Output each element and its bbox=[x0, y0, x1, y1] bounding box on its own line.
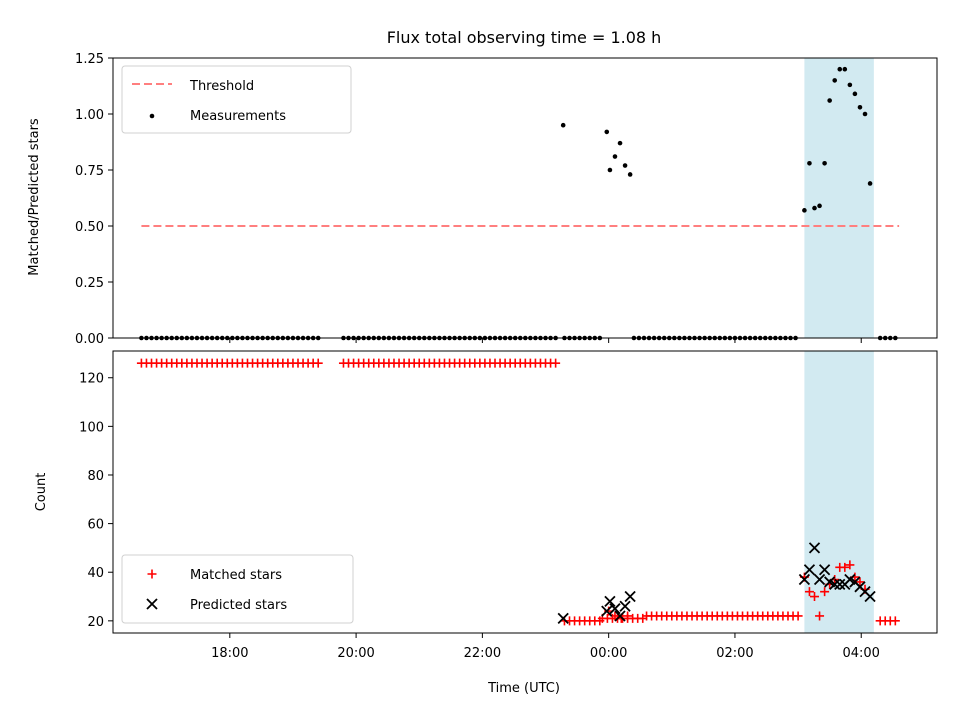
measurement-point bbox=[627, 172, 633, 177]
matched-point bbox=[610, 611, 620, 621]
matched-point bbox=[804, 587, 814, 597]
matched-point bbox=[820, 587, 830, 597]
plot-frame bbox=[112, 57, 938, 339]
measurement-point bbox=[817, 203, 822, 209]
measurement-point bbox=[607, 167, 613, 173]
legend-threshold-label: Threshold bbox=[189, 79, 254, 94]
panel-count: 20 40 60 80 100 120 18:00 20:00 22:00 00:00 02:00 0… bbox=[79, 350, 938, 661]
y-tick-label: 40 bbox=[87, 566, 104, 581]
predicted-point bbox=[619, 600, 631, 612]
measurement-point bbox=[812, 205, 817, 211]
matched-point bbox=[890, 616, 900, 626]
x-tick-label: 02:00 bbox=[716, 646, 753, 661]
predicted-point bbox=[834, 578, 846, 591]
measurement-point bbox=[822, 160, 827, 166]
measurement-point bbox=[832, 78, 838, 83]
measurement-point bbox=[852, 91, 858, 97]
x-tick-label: 00:00 bbox=[590, 646, 627, 661]
legend-matched-label: Matched stars bbox=[190, 568, 282, 583]
predicted-point bbox=[557, 612, 569, 625]
measurement-point bbox=[827, 98, 832, 103]
measurement-point bbox=[867, 181, 873, 186]
highlight-span bbox=[804, 58, 874, 338]
matched-point bbox=[840, 562, 850, 572]
y-axis-label-ratio: Matched/Predicted stars bbox=[27, 118, 42, 276]
predicted-point bbox=[798, 573, 811, 586]
legend-ratio: Threshold Measurements bbox=[121, 65, 352, 134]
legend-box bbox=[121, 65, 352, 134]
matched-point bbox=[551, 358, 561, 368]
x-axis-label: Time (UTC) bbox=[487, 681, 560, 696]
y-tick-label: 1.25 bbox=[75, 52, 104, 67]
y-tick-label: 1.00 bbox=[75, 108, 104, 123]
predicted-point bbox=[808, 542, 821, 554]
measurement-point bbox=[847, 82, 853, 88]
x-tick-label: 18:00 bbox=[211, 646, 248, 661]
measurement-point bbox=[862, 111, 868, 117]
matched-point bbox=[793, 611, 803, 621]
legend-predicted-swatch bbox=[146, 598, 158, 610]
y-tick-label: 120 bbox=[79, 372, 104, 387]
y-axis-label-count: Count bbox=[34, 473, 49, 512]
legend-measurement-label: Measurements bbox=[190, 109, 286, 124]
y-tick-label: 0.75 bbox=[75, 164, 104, 179]
y-tick-label: 0.50 bbox=[75, 220, 104, 235]
measurement-point bbox=[807, 160, 812, 166]
chart-title: Flux total observing time = 1.08 h bbox=[387, 28, 662, 47]
predicted-point bbox=[813, 573, 826, 586]
predicted-point bbox=[624, 590, 636, 603]
legend-predicted-label: Predicted stars bbox=[190, 598, 287, 613]
legend-box bbox=[121, 554, 354, 624]
measurement-point bbox=[802, 208, 807, 213]
y-tick-label: 100 bbox=[79, 420, 104, 435]
legend-measurement-swatch bbox=[149, 113, 155, 119]
measurement-point bbox=[560, 122, 566, 128]
y-tick-label: 80 bbox=[87, 469, 104, 484]
matched-point bbox=[845, 560, 855, 570]
x-tick-label: 22:00 bbox=[464, 646, 501, 661]
panel-ratio: 0.00 0.25 0.50 0.75 1.00 1.25 Threshold Measure… bbox=[75, 52, 938, 347]
predicted-point bbox=[864, 590, 876, 603]
x-tick-label: 20:00 bbox=[337, 646, 374, 661]
plot-frame bbox=[112, 350, 938, 634]
legend-count: Matched stars Predicted stars bbox=[121, 554, 354, 624]
predicted-point bbox=[609, 603, 621, 615]
predicted-point bbox=[818, 564, 831, 576]
measurement-point bbox=[617, 140, 623, 146]
matched-point bbox=[313, 358, 323, 368]
matched-point bbox=[623, 611, 633, 621]
measurement-point bbox=[842, 66, 848, 72]
matched-point bbox=[855, 577, 865, 587]
predicted-point bbox=[803, 564, 816, 576]
x-tick-label: 04:00 bbox=[842, 646, 879, 661]
predicted-point bbox=[601, 605, 613, 617]
y-tick-label: 60 bbox=[87, 518, 104, 533]
measurement-point bbox=[612, 154, 618, 159]
predicted-point bbox=[829, 578, 841, 591]
y-tick-label: 0.25 bbox=[75, 276, 104, 291]
measurement-point bbox=[622, 163, 628, 168]
predicted-point bbox=[604, 595, 616, 608]
matched-point bbox=[810, 592, 820, 602]
measurement-point bbox=[857, 104, 863, 110]
matched-point bbox=[815, 611, 825, 621]
legend-matched-swatch bbox=[147, 569, 157, 579]
y-tick-label: 0.00 bbox=[75, 332, 104, 347]
y-tick-label: 20 bbox=[87, 615, 104, 630]
measurement-point bbox=[837, 66, 843, 72]
measurement-point bbox=[604, 129, 610, 135]
predicted-point bbox=[614, 610, 626, 622]
